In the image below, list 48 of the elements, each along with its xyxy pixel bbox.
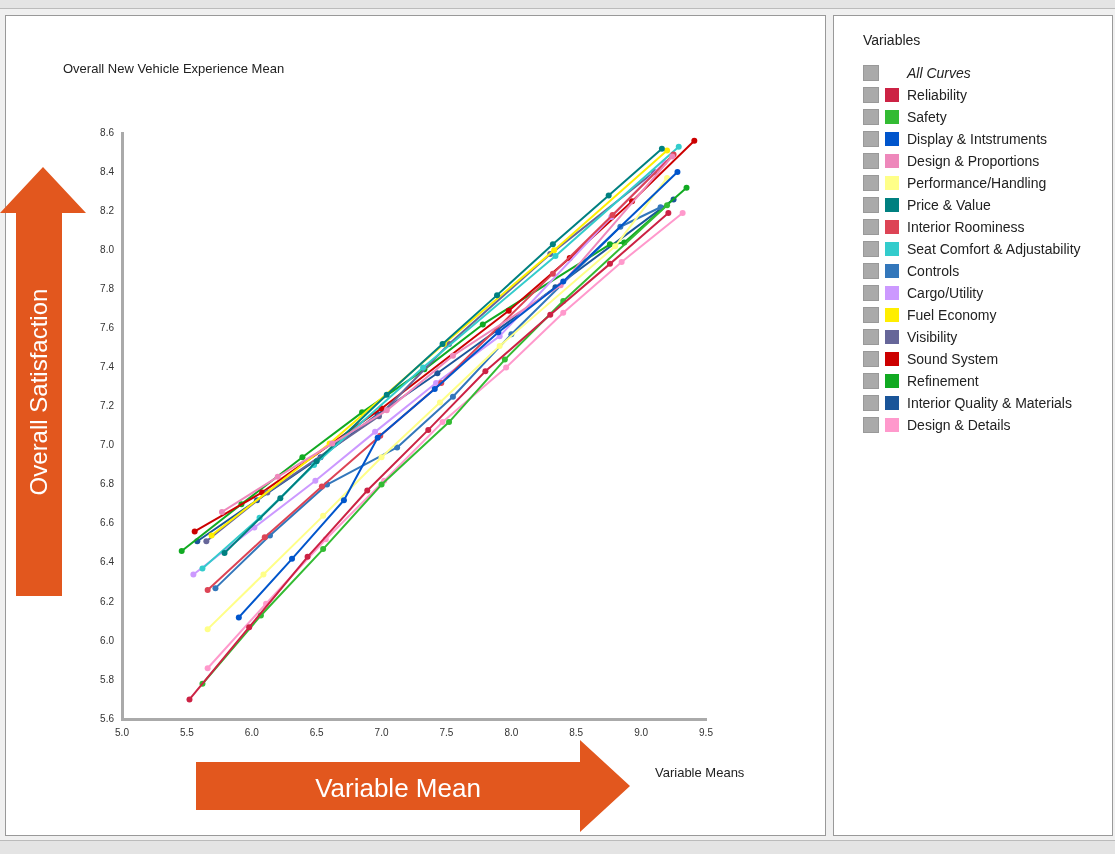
y-tick-label: 6.6: [100, 517, 115, 529]
y-tick-label: 8.0: [100, 243, 115, 255]
x-tick-label: 7.0: [374, 726, 389, 738]
legend-label: Design & Details: [907, 417, 1011, 433]
y-tick-label: 6.0: [100, 634, 115, 646]
y-tick-label: 7.2: [100, 400, 115, 412]
legend-label: Controls: [907, 263, 960, 279]
x-tick-label: 6.5: [309, 726, 325, 738]
legend-label: Visibility: [907, 329, 958, 345]
legend-label: Performance/Handling: [907, 175, 1047, 191]
legend-label: Interior Quality & Materials: [907, 395, 1072, 411]
y-tick-label: 7.8: [100, 283, 115, 295]
x-tick-label: 7.5: [439, 726, 454, 738]
x-axis-title: Variable Means: [655, 765, 745, 780]
legend-label: Fuel Economy: [907, 307, 997, 323]
y-tick-label: 7.0: [100, 439, 115, 451]
text: Overall Satisfaction: [25, 288, 53, 496]
x-tick-label: 6.0: [244, 726, 260, 738]
y-tick-label: 6.4: [100, 556, 115, 568]
y-tick-label: 8.2: [100, 204, 115, 216]
y-tick-label: 7.6: [100, 322, 115, 334]
legend-label: Design & Proportions: [907, 153, 1040, 169]
legend-label: Refinement: [907, 373, 979, 389]
x-tick-label: 8.0: [504, 726, 519, 738]
legend-label: Reliability: [907, 87, 967, 103]
text: Variable Mean: [315, 772, 481, 804]
x-tick-label: 9.0: [634, 726, 649, 738]
legend-title: Variables: [863, 32, 922, 48]
y-tick-label: 5.8: [100, 673, 115, 685]
x-tick-label: 5.5: [179, 726, 195, 738]
legend-label: Sound System: [907, 351, 999, 367]
y-tick-label: 6.8: [100, 478, 115, 490]
legend-label: Cargo/Utility: [907, 285, 984, 301]
x-tick-label: 5.0: [115, 726, 130, 738]
legend-label: Price & Value: [907, 197, 991, 213]
y-axis-title: Overall New Vehicle Experience Mean: [63, 61, 285, 76]
y-tick-label: 6.2: [100, 595, 115, 607]
y-tick-label: 8.6: [100, 126, 115, 138]
legend-label: Safety: [907, 109, 947, 125]
legend-label: Display & Intstruments: [907, 131, 1048, 147]
y-tick-label: 8.4: [100, 165, 115, 177]
text: All Curves: [907, 65, 971, 81]
x-tick-label: 9.5: [699, 726, 714, 738]
y-tick-label: 7.4: [100, 361, 115, 373]
legend-label: Interior Roominess: [907, 219, 1025, 235]
legend-label: Seat Comfort & Adjustability: [907, 241, 1081, 257]
y-tick-label: 5.6: [100, 712, 115, 724]
x-tick-label: 8.5: [569, 726, 584, 738]
